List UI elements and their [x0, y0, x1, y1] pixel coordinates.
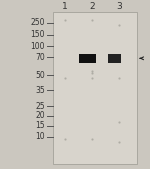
- Text: 20: 20: [35, 111, 45, 120]
- Text: 1: 1: [62, 2, 68, 11]
- Bar: [79, 54, 96, 63]
- Bar: [53, 12, 137, 164]
- Text: 10: 10: [35, 132, 45, 141]
- Text: 70: 70: [35, 53, 45, 62]
- Text: 250: 250: [30, 18, 45, 27]
- Text: 25: 25: [35, 102, 45, 111]
- Text: 50: 50: [35, 71, 45, 80]
- Text: 15: 15: [35, 121, 45, 130]
- Text: 100: 100: [30, 42, 45, 51]
- Text: 2: 2: [89, 2, 95, 11]
- Text: 35: 35: [35, 86, 45, 95]
- Text: 150: 150: [30, 30, 45, 39]
- Text: 3: 3: [116, 2, 122, 11]
- Bar: [108, 54, 121, 63]
